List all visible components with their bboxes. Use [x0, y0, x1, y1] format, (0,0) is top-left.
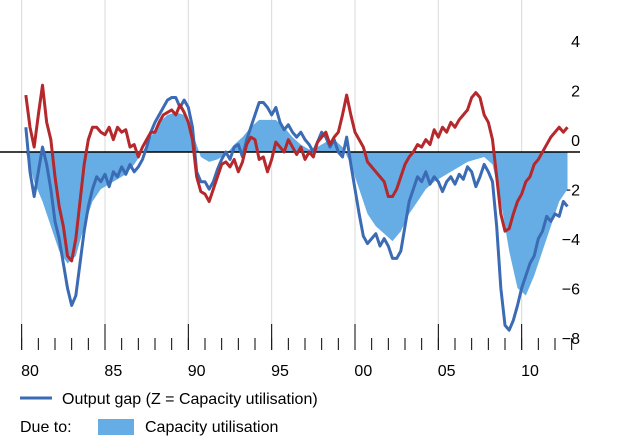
y-tick-label: −4 — [562, 232, 580, 249]
y-tick-label: 0 — [571, 133, 580, 150]
area — [25, 112, 568, 296]
legend-label: Capacity utilisation — [145, 419, 278, 436]
legend-area-swatch — [98, 419, 134, 435]
x-tick-label: 90 — [188, 363, 206, 380]
legend: Output gap (Z = Capacity utilisation) Du… — [20, 391, 318, 436]
x-tick-label: 10 — [521, 363, 539, 380]
y-tick-label: 2 — [571, 84, 580, 101]
x-tick-label: 85 — [104, 363, 122, 380]
y-tick-label: −8 — [562, 331, 580, 348]
x-tick-label: 95 — [271, 363, 289, 380]
x-tick-label: 80 — [21, 363, 39, 380]
legend-note: Due to: — [20, 419, 72, 436]
y-tick-label: 4 — [571, 34, 580, 51]
x-tick-label: 05 — [438, 363, 456, 380]
line — [24, 83, 569, 263]
legend-label: Output gap (Z = Capacity utilisation) — [62, 391, 318, 408]
y-tick-label: −6 — [562, 282, 580, 299]
line — [24, 96, 569, 332]
x-tick-label: 00 — [354, 363, 372, 380]
